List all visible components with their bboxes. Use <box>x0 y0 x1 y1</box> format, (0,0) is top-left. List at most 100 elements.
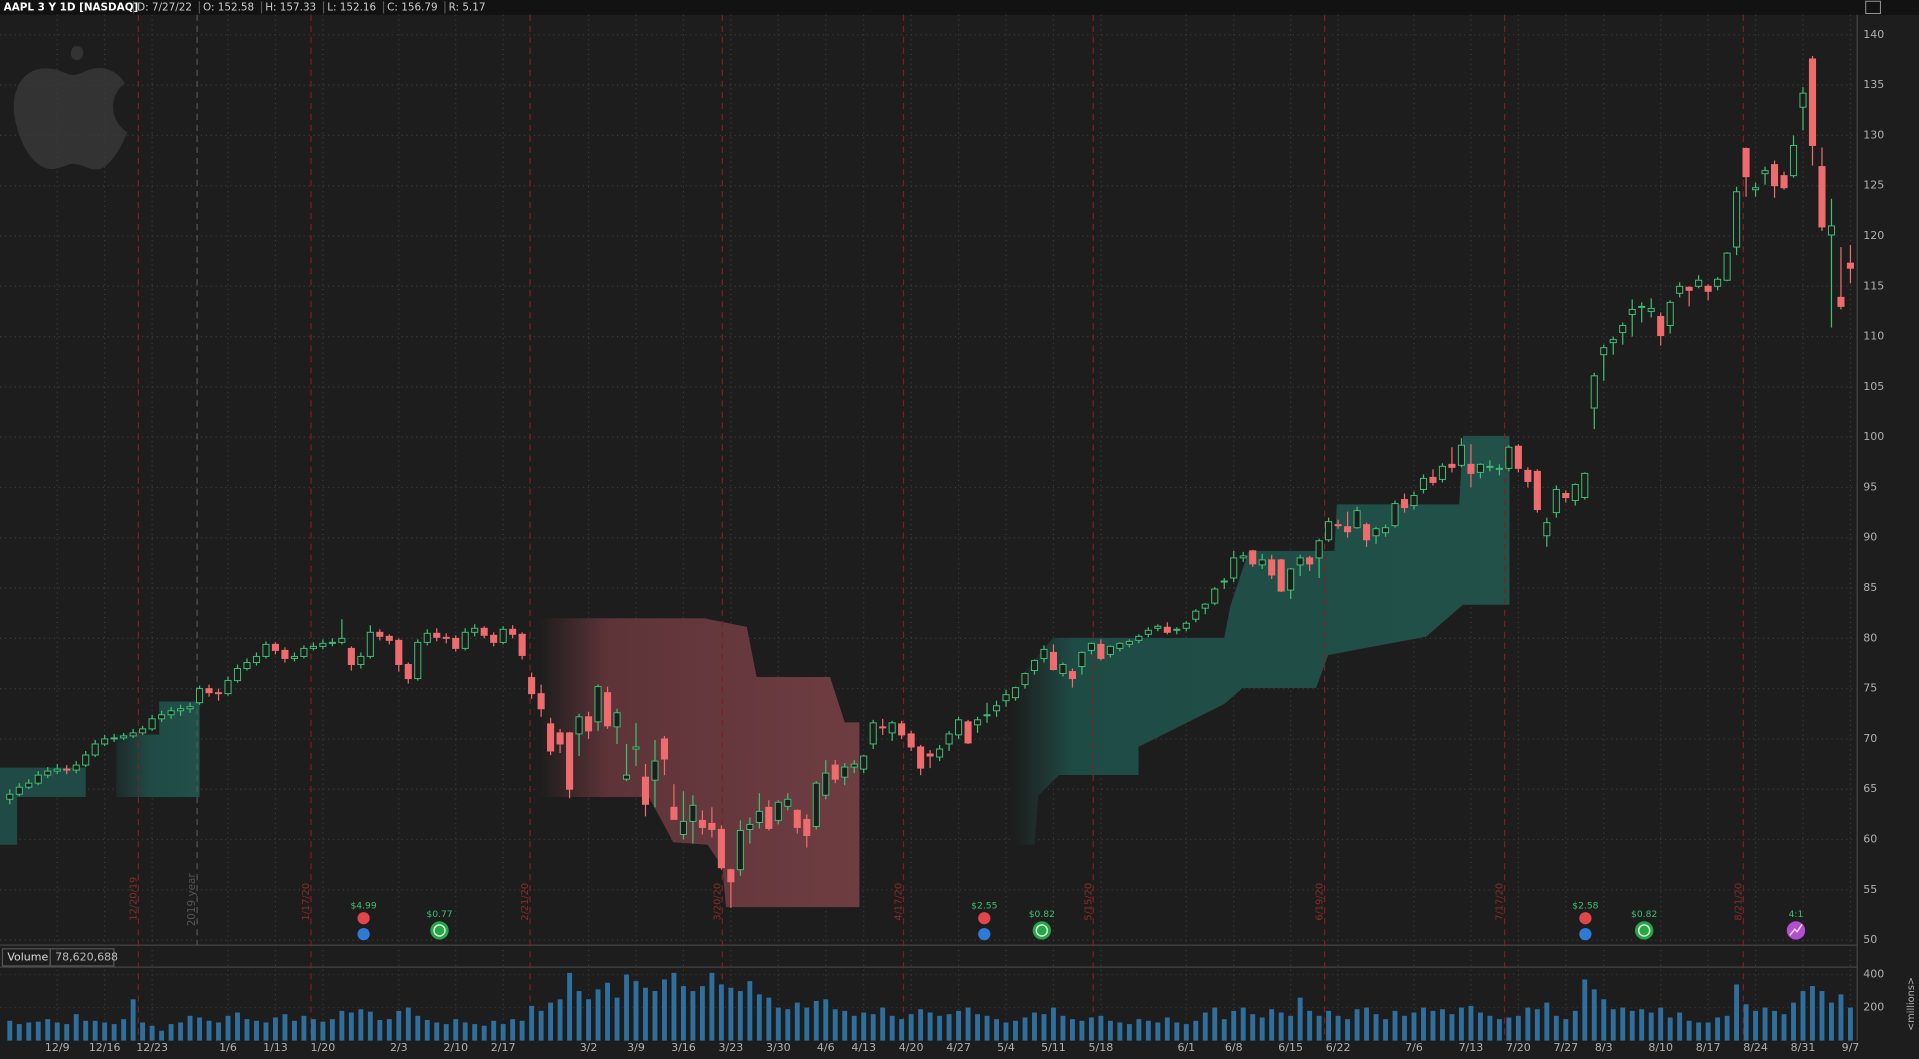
candle-body <box>167 710 175 716</box>
candle-body <box>1714 278 1722 287</box>
candle-body <box>1476 463 1484 473</box>
candle-body <box>1154 625 1162 629</box>
volume-bar <box>1553 1015 1559 1041</box>
candle-body <box>1239 555 1247 559</box>
candle-body <box>262 643 270 657</box>
candle-body <box>518 633 526 656</box>
event-label: $4.99 <box>350 900 376 911</box>
candle-body <box>129 732 137 737</box>
volume-bar <box>1013 1020 1018 1041</box>
volume-bar <box>1686 1020 1692 1041</box>
volume-bar <box>1440 1009 1445 1041</box>
candle-body <box>898 723 906 736</box>
candle-body <box>158 714 166 720</box>
event-label: $0.82 <box>1029 909 1055 920</box>
volume-bar <box>159 1030 165 1041</box>
candle-body <box>414 641 422 680</box>
x-tick-label: 6/22 <box>1326 1041 1351 1054</box>
volume-bar <box>1705 1022 1711 1041</box>
expiration-label: 6/19/20 <box>1315 883 1326 921</box>
expiration-label: 1/17/20 <box>301 883 312 921</box>
volume-bar <box>1335 1015 1341 1041</box>
volume-bar <box>576 991 582 1041</box>
volume-bar <box>861 1012 867 1041</box>
x-tick-label: 1/13 <box>263 1041 288 1054</box>
candle-body <box>1011 687 1020 699</box>
candle-body <box>423 632 431 643</box>
apple-logo <box>13 46 128 170</box>
volume-bar <box>1743 1004 1749 1041</box>
candle-body <box>1163 626 1171 633</box>
volume-bar <box>291 1020 297 1041</box>
candle-body <box>1135 635 1143 641</box>
volume-bar <box>671 972 677 1041</box>
volume-bar <box>1231 1010 1237 1041</box>
candle-body <box>177 708 185 712</box>
volume-bar <box>804 1007 810 1041</box>
y-tick-label: 95 <box>1863 480 1877 493</box>
volume-bar <box>1022 1017 1028 1041</box>
candle-body <box>1457 444 1465 466</box>
candle-body <box>281 649 289 659</box>
volume-bar <box>1326 1010 1332 1041</box>
volume-bar <box>652 991 658 1041</box>
volume-bar <box>83 1020 89 1041</box>
volume-bar <box>1354 1009 1360 1041</box>
candle-body <box>395 639 403 665</box>
candle-body <box>1600 347 1608 356</box>
volume-bar <box>1620 1007 1626 1041</box>
candle-body <box>793 809 801 828</box>
candle-body <box>1249 550 1257 565</box>
candle-body <box>1590 375 1598 409</box>
candle-body <box>404 664 412 680</box>
candle-body <box>736 829 744 871</box>
volume-bar <box>984 1015 990 1041</box>
candle-body <box>1087 642 1095 651</box>
candle-body <box>1125 640 1133 645</box>
candle-body <box>1609 339 1617 344</box>
volume-bar <box>633 981 639 1041</box>
volume-title: Volume <box>7 950 48 963</box>
candle-body <box>622 774 631 780</box>
y-tick-label: 140 <box>1863 28 1884 41</box>
volume-bar <box>235 1012 240 1041</box>
volume-bar <box>586 999 592 1041</box>
volume-bar <box>567 972 573 1041</box>
candle-body <box>765 806 773 829</box>
candle-body <box>1799 92 1807 108</box>
volume-bar <box>1791 1002 1796 1041</box>
candle-body <box>1657 315 1665 337</box>
candle-body <box>888 722 896 734</box>
volume-bar <box>1155 1022 1161 1041</box>
volume-bar <box>1107 1020 1113 1041</box>
candle-body <box>15 786 23 795</box>
volume-bar <box>73 1014 79 1041</box>
volume-bar <box>121 1019 127 1041</box>
candle-body <box>1438 465 1447 480</box>
drawing-tool-icon[interactable] <box>1865 0 1881 14</box>
candle-body <box>1571 483 1579 502</box>
volume-bar <box>1164 1017 1170 1041</box>
candle-body <box>784 798 792 807</box>
x-tick-label: 12/9 <box>45 1041 70 1054</box>
volume-bar <box>500 1024 506 1041</box>
candle-body <box>480 627 488 636</box>
x-tick-label: 4/27 <box>946 1041 971 1054</box>
candle-body <box>964 721 972 744</box>
volume-bar <box>1421 1007 1426 1041</box>
candle-body <box>1628 308 1636 315</box>
candle-body <box>252 655 261 663</box>
y-tick-label: 105 <box>1863 380 1884 393</box>
volume-bar <box>813 1000 819 1041</box>
expiration-label: 2/21/20 <box>520 883 531 921</box>
volume-bar <box>794 1002 800 1041</box>
candle-body <box>1078 651 1086 667</box>
expiration-label: 7/17/20 <box>1495 883 1506 921</box>
volume-bar <box>1572 1010 1578 1041</box>
expiration-label: 5/15/20 <box>1083 883 1094 921</box>
volume-bar <box>662 979 667 1041</box>
candle-body <box>907 733 915 748</box>
candle-body <box>917 746 925 769</box>
